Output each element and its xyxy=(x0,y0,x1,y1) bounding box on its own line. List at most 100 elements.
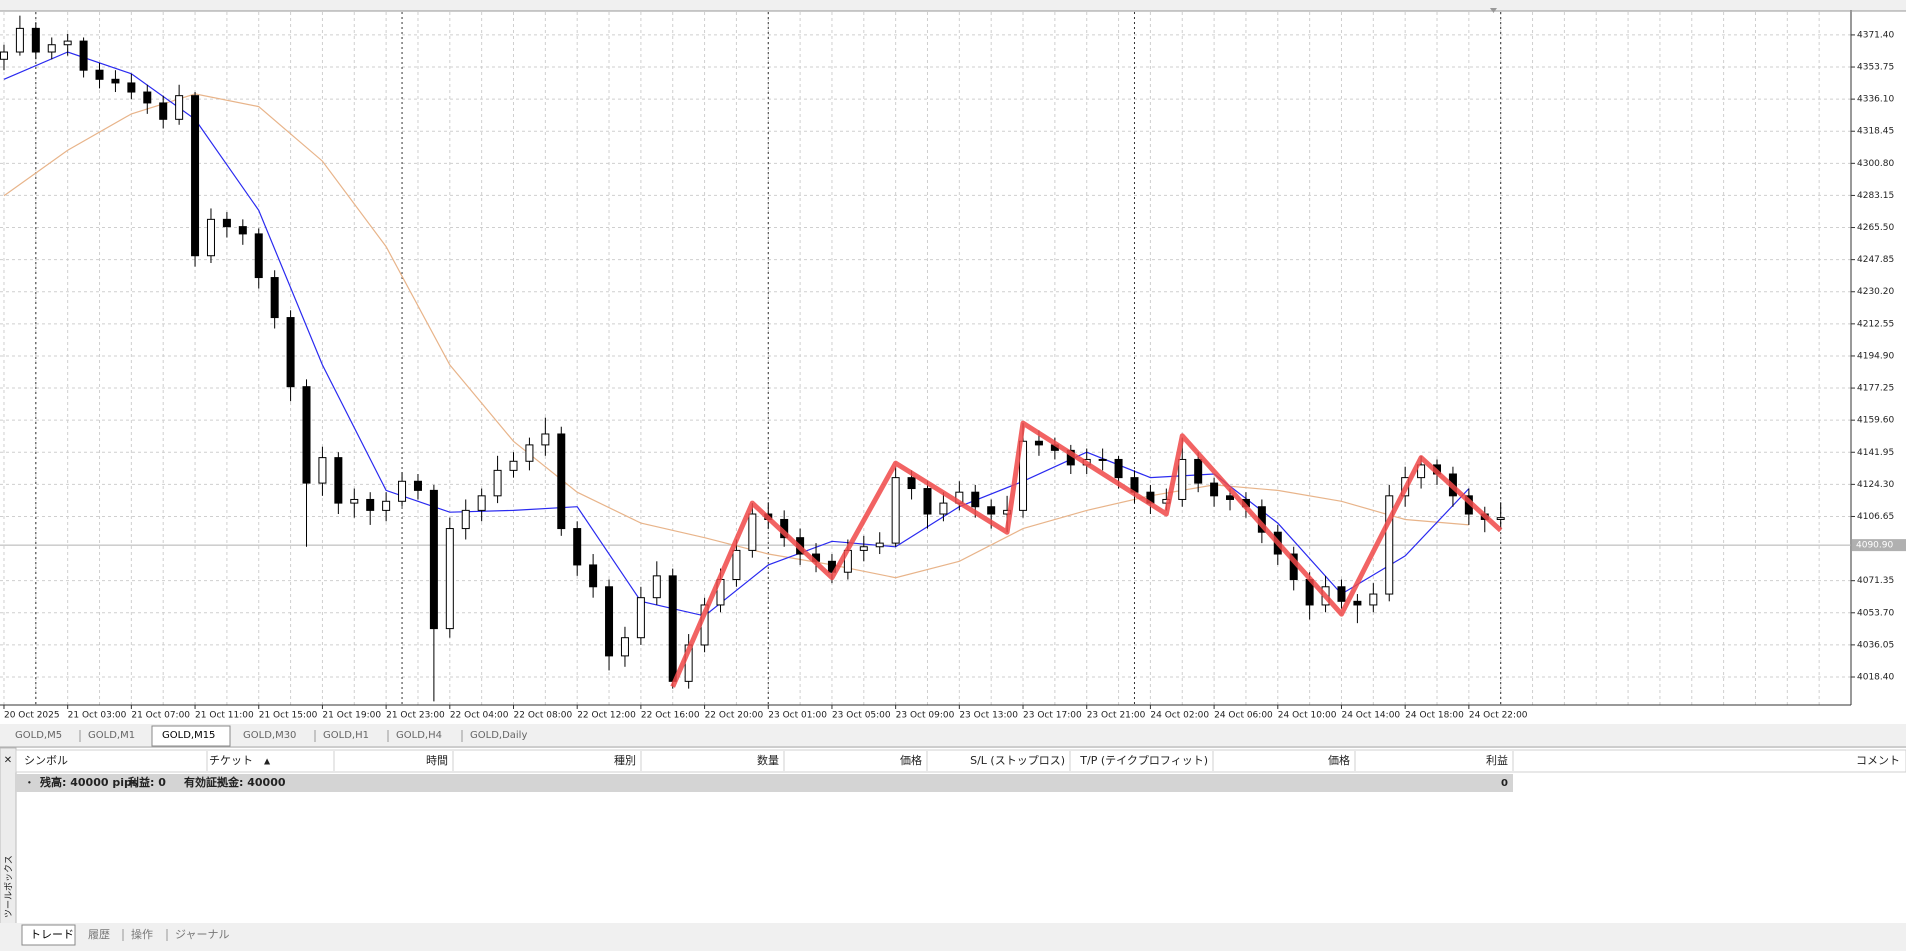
candle-body xyxy=(1019,440,1028,511)
column-header[interactable]: チケット xyxy=(209,754,253,767)
column-header[interactable]: T/P (テイクプロフィット) xyxy=(1079,754,1208,767)
x-tick-label: 21 Oct 03:00 xyxy=(68,711,127,721)
summary-profit: 0 xyxy=(1501,778,1508,789)
chart-tab[interactable]: GOLD,M5 xyxy=(15,730,62,741)
candle-body xyxy=(95,69,104,80)
terminal-tab[interactable]: 操作 xyxy=(131,927,153,941)
chart-tab[interactable]: GOLD,H4 xyxy=(396,730,442,741)
chart-tab[interactable]: GOLD,M30 xyxy=(243,730,296,741)
summary-text: 有効証拠金: 40000 xyxy=(184,775,286,789)
column-header[interactable]: S/L (ストップロス) xyxy=(970,754,1065,767)
candle-body xyxy=(238,226,247,235)
close-button[interactable]: ✕ xyxy=(4,755,12,766)
candle-body xyxy=(668,575,677,682)
x-tick-label: 21 Oct 19:00 xyxy=(322,711,381,721)
candle-body xyxy=(413,480,422,491)
y-tick-label: 4212.55 xyxy=(1857,319,1894,329)
candle-body xyxy=(175,95,184,120)
y-tick-label: 4353.75 xyxy=(1857,63,1894,73)
column-header[interactable]: コメント xyxy=(1856,754,1900,767)
candle-body xyxy=(971,491,980,508)
candle-body xyxy=(318,457,327,484)
candle-body xyxy=(1385,495,1394,595)
column-header[interactable]: 種別 xyxy=(614,753,636,767)
x-tick-label: 24 Oct 06:00 xyxy=(1214,711,1273,721)
candle-body xyxy=(987,506,996,515)
x-tick-label: 22 Oct 08:00 xyxy=(514,711,573,721)
y-tick-label: 4318.45 xyxy=(1857,127,1894,137)
candle-body xyxy=(1353,600,1362,606)
candle-body xyxy=(636,597,645,639)
candle-body xyxy=(31,27,40,53)
candle-body xyxy=(15,27,24,53)
candle-body xyxy=(1210,482,1219,497)
y-tick-label: 4283.15 xyxy=(1857,191,1894,201)
candle-body xyxy=(589,564,598,588)
candle-body xyxy=(79,40,88,71)
bullet: • xyxy=(27,779,32,788)
terminal-tab[interactable]: ジャーナル xyxy=(175,928,229,941)
x-tick-label: 23 Oct 09:00 xyxy=(896,711,955,721)
candle-body xyxy=(573,528,582,566)
terminal-tab[interactable]: トレード xyxy=(30,928,74,941)
x-tick-label: 24 Oct 02:00 xyxy=(1150,711,1209,721)
candle-body xyxy=(366,498,375,511)
y-tick-label: 4177.25 xyxy=(1857,384,1894,394)
x-tick-label: 23 Oct 01:00 xyxy=(768,711,827,721)
candle-body xyxy=(461,509,470,530)
y-tick-label: 4300.80 xyxy=(1857,159,1894,169)
chart-tab-bar xyxy=(0,724,1906,748)
x-tick-label: 23 Oct 21:00 xyxy=(1087,711,1146,721)
zigzag-line xyxy=(670,420,1503,688)
candle-body xyxy=(557,433,566,530)
x-tick-label: 23 Oct 17:00 xyxy=(1023,711,1082,721)
candle-body xyxy=(350,498,359,504)
x-tick-label: 22 Oct 12:00 xyxy=(577,711,636,721)
column-header[interactable]: 価格 xyxy=(1328,753,1350,767)
candle-body xyxy=(143,91,152,104)
candle-body xyxy=(1496,517,1505,520)
current-price-label: 4090.90 xyxy=(1856,541,1893,551)
x-tick-label: 24 Oct 14:00 xyxy=(1341,711,1400,721)
column-header[interactable]: シンボル xyxy=(24,754,68,767)
terminal-tab[interactable]: 履歴 xyxy=(88,928,110,941)
candle-body xyxy=(254,233,263,279)
tab-active xyxy=(151,725,231,747)
x-tick-label: 24 Oct 22:00 xyxy=(1469,711,1528,721)
candle-body xyxy=(1098,458,1107,461)
x-tick-label: 21 Oct 23:00 xyxy=(386,711,445,721)
chart-tab[interactable]: GOLD,M1 xyxy=(88,730,135,741)
y-tick-label: 4159.60 xyxy=(1857,416,1894,426)
column-header[interactable]: 数量 xyxy=(757,754,779,767)
toolbar[interactable] xyxy=(0,0,1906,11)
candle-body xyxy=(398,480,407,502)
x-tick-label: 22 Oct 20:00 xyxy=(705,711,764,721)
candle-body xyxy=(270,277,279,319)
candle-body xyxy=(748,513,757,551)
column-header[interactable]: 価格 xyxy=(900,753,922,767)
column-header[interactable]: 時間 xyxy=(426,754,448,767)
x-tick-label: 21 Oct 07:00 xyxy=(131,711,190,721)
tab-active xyxy=(21,924,76,946)
chart-tab[interactable]: GOLD,M15 xyxy=(162,730,215,741)
summary-row xyxy=(16,774,1513,792)
y-tick-label: 4194.90 xyxy=(1857,351,1894,361)
candle-body xyxy=(652,575,661,599)
candle-body xyxy=(1114,458,1123,479)
candle-body xyxy=(1369,593,1378,606)
candle-body xyxy=(1034,440,1043,446)
y-tick-label: 4106.65 xyxy=(1857,512,1894,522)
candle-body xyxy=(47,44,56,53)
y-tick-label: 4141.95 xyxy=(1857,448,1894,458)
chart-tab[interactable]: GOLD,Daily xyxy=(470,730,527,741)
candle-body xyxy=(1337,586,1346,602)
y-tick-label: 4247.85 xyxy=(1857,255,1894,265)
x-tick-label: 21 Oct 15:00 xyxy=(259,711,318,721)
chart-tab[interactable]: GOLD,H1 xyxy=(323,730,369,741)
column-header[interactable]: 利益 xyxy=(1486,753,1508,767)
candle-body xyxy=(493,469,502,497)
table-header xyxy=(15,749,1906,773)
candle-body xyxy=(1194,458,1203,484)
summary-text: 利益: 0 xyxy=(128,775,166,789)
